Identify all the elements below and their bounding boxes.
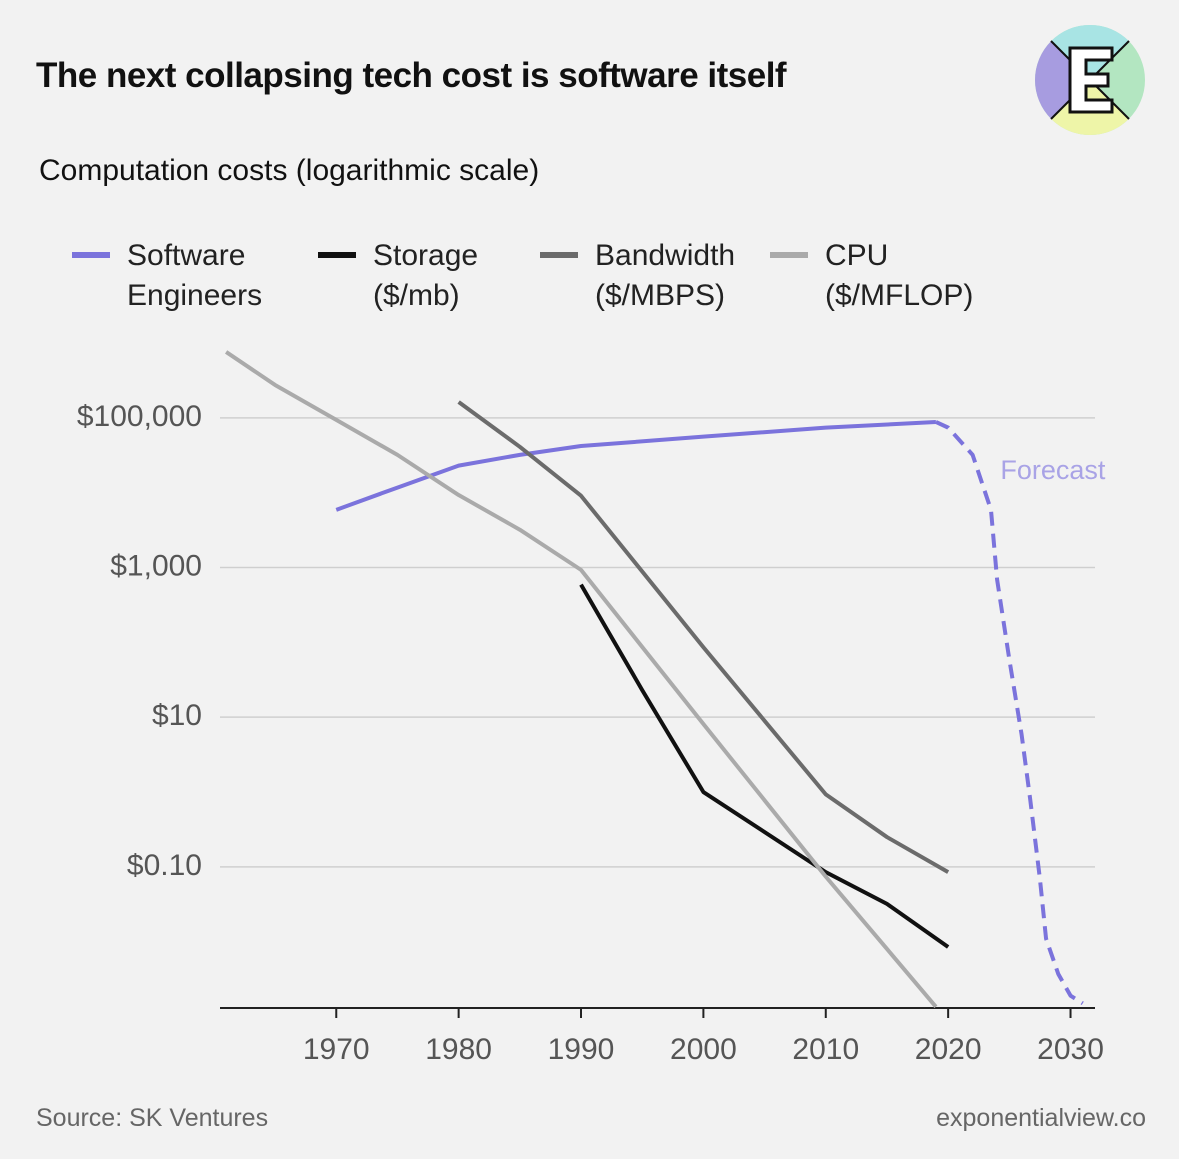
y-tick-label: $100,000 [77,400,202,433]
x-tick-label: 2030 [1037,1033,1104,1066]
x-tick-label: 2000 [670,1033,737,1066]
legend-swatch [318,252,356,258]
y-tick-label: $1,000 [110,549,202,582]
credit: exponentialview.co [936,1104,1146,1132]
forecast-line [935,420,1084,1006]
series-line [579,583,950,949]
y-tick-label: $0.10 [127,849,202,882]
legend-swatch [72,252,110,258]
series-line [225,350,938,1009]
x-tick-label: 2010 [792,1033,859,1066]
chart-title: The next collapsing tech cost is softwar… [36,56,787,95]
logo [1035,25,1145,135]
legend-label: CPU ($/MFLOP) [825,239,974,312]
y-tick-label: $10 [152,699,202,732]
legend-label: Software Engineers [127,239,263,312]
x-tick-label: 1990 [548,1033,615,1066]
legend-swatch [770,252,808,258]
legend-label: Storage ($/mb) [373,239,479,312]
forecast-label: Forecast [1000,455,1106,485]
x-tick-label: 1970 [303,1033,370,1066]
legend-label: Bandwidth ($/MBPS) [595,239,736,312]
x-tick-label: 2020 [915,1033,982,1066]
source: Source: SK Ventures [36,1104,269,1132]
chart-subtitle: Computation costs (logarithmic scale) [39,154,540,187]
x-tick-label: 1980 [425,1033,492,1066]
series-line [335,419,937,512]
legend-swatch [540,252,578,258]
series-line [457,400,950,874]
